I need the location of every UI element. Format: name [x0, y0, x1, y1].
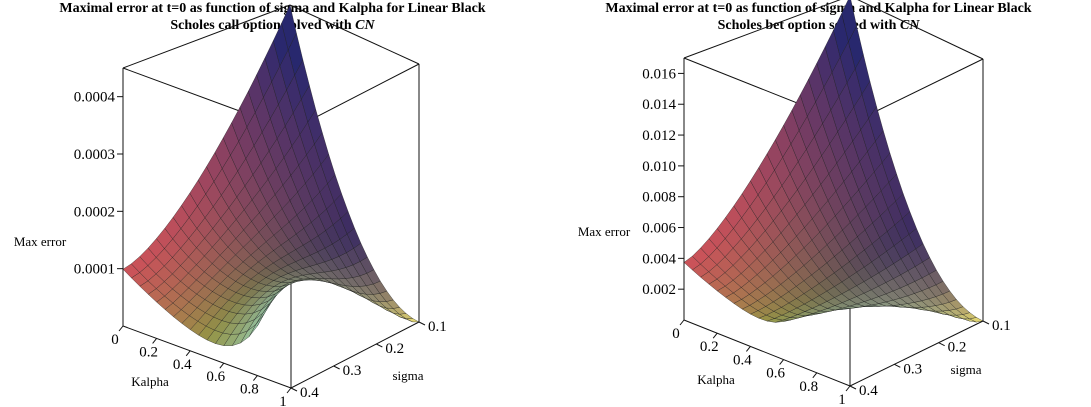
box-edge — [290, 321, 420, 389]
kalpha-tick-label: 0 — [672, 326, 680, 342]
sigma-tick-label: 0.3 — [343, 363, 362, 379]
kalpha-tick-label: 0.6 — [766, 366, 785, 382]
kalpha-tick — [845, 385, 851, 392]
bet-option-chart: Maximal error at t=0 as function of sigm… — [546, 0, 1091, 407]
front-box-edges — [122, 68, 420, 389]
z-tick-label: 0.012 — [642, 128, 676, 144]
kalpha-tick-label: 1 — [838, 392, 846, 407]
kalpha-tick — [286, 387, 292, 394]
kalpha-tick — [219, 362, 225, 369]
kalpha-tick-label: 0 — [111, 332, 119, 348]
kalpha-axis-label: Kalpha — [131, 374, 169, 389]
surface-cell — [281, 4, 297, 51]
z-tick-label: 0.014 — [642, 97, 676, 113]
box-edge — [683, 0, 841, 59]
z-tick-label: 0.0002 — [74, 204, 115, 220]
sigma-tick-label: 0.1 — [992, 318, 1011, 334]
z-axis-label: Max error — [578, 224, 631, 239]
sigma-tick — [849, 385, 857, 390]
kalpha-tick — [812, 372, 818, 379]
z-tick-label: 0.006 — [642, 221, 676, 237]
call-option-chart: Maximal error at t=0 as function of sigm… — [0, 0, 545, 407]
box-edge — [289, 4, 420, 65]
box-edge — [857, 0, 984, 60]
z-tick-label: 0.0004 — [74, 90, 116, 106]
kalpha-tick — [779, 359, 784, 365]
sigma-axis-label: sigma — [950, 362, 981, 377]
sigma-tick — [290, 387, 298, 392]
box-edge — [683, 319, 851, 387]
z-tick-label: 0.002 — [642, 282, 676, 298]
surface-plot: 0.002 0.004 0.006 0.008 0.010 0.012 0.014 0.016… — [578, 0, 1011, 407]
kalpha-tick — [152, 338, 157, 344]
kalpha-tick — [746, 346, 751, 352]
kalpha-axis: 0 0.2 0.4 0.6 0.8 1 Kalpha — [672, 319, 851, 407]
sigma-tick — [376, 343, 383, 348]
surface-mesh — [683, 0, 984, 323]
kalpha-tick-label: 0.2 — [139, 344, 158, 360]
kalpha-tick — [712, 332, 718, 339]
sigma-tick — [333, 365, 340, 370]
surface-plot: 0.0001 0.0002 0.0003 0.0004 Max error 0 0.2 0.4… — [14, 4, 447, 407]
sigma-axis: 0.1 0.2 0.3 0.4 sigma — [849, 318, 1011, 399]
sigma-tick — [894, 363, 901, 368]
sigma-tick-label: 0.2 — [385, 341, 404, 357]
title-line-1: Maximal error at t=0 as function of sigm… — [59, 1, 486, 16]
sigma-tick-label: 0.1 — [428, 319, 447, 335]
sigma-tick-label: 0.4 — [859, 383, 878, 399]
title-line-1: Maximal error at t=0 as function of sigm… — [605, 1, 1032, 16]
sigma-axis-label: sigma — [392, 368, 423, 383]
kalpha-tick — [679, 319, 685, 326]
sigma-tick-label: 0.3 — [903, 361, 922, 377]
kalpha-tick-label: 0.4 — [173, 357, 192, 373]
sigma-tick — [982, 320, 990, 325]
z-axis-label: Max error — [14, 234, 67, 249]
sigma-tick-label: 0.2 — [948, 340, 967, 356]
z-tick-label: 0.0001 — [74, 262, 115, 278]
sigma-tick-label: 0.4 — [300, 385, 319, 401]
chart-title: Maximal error at t=0 as function of sigm… — [0, 0, 545, 34]
sigma-tick — [938, 342, 945, 347]
z-axis: 0.002 0.004 0.006 0.008 0.010 0.012 0.014 0.016… — [578, 66, 684, 298]
box-edge — [122, 4, 291, 69]
kalpha-tick-label: 1 — [279, 394, 287, 407]
kalpha-tick — [253, 375, 258, 381]
z-tick-label: 0.008 — [642, 190, 676, 206]
z-tick-label: 0.0003 — [74, 147, 115, 163]
kalpha-axis: 0 0.2 0.4 0.6 0.8 1 Kalpha — [111, 325, 292, 407]
front-box-edges — [683, 58, 984, 387]
kalpha-tick-label: 0.4 — [733, 352, 752, 368]
title-line-2: Scholes call option solved with CN — [170, 18, 375, 33]
surface-mesh — [122, 4, 420, 347]
sigma-axis: 0.1 0.2 0.3 0.4 sigma — [290, 319, 447, 401]
box-edge — [122, 325, 292, 389]
kalpha-tick — [118, 325, 124, 332]
box-edge — [849, 320, 984, 387]
kalpha-axis-label: Kalpha — [697, 372, 735, 387]
sigma-tick — [418, 321, 426, 326]
z-axis: 0.0001 0.0002 0.0003 0.0004 Max error — [14, 90, 123, 278]
z-tick-label: 0.004 — [642, 251, 676, 267]
kalpha-tick-label: 0.6 — [206, 369, 225, 385]
z-tick-label: 0.016 — [642, 66, 676, 82]
kalpha-tick-label: 0.8 — [240, 382, 259, 398]
z-tick-label: 0.010 — [642, 159, 676, 175]
kalpha-tick — [185, 350, 191, 357]
kalpha-tick-label: 0.8 — [799, 379, 818, 395]
kalpha-tick-label: 0.2 — [700, 339, 719, 355]
surface-cell — [841, 0, 857, 43]
